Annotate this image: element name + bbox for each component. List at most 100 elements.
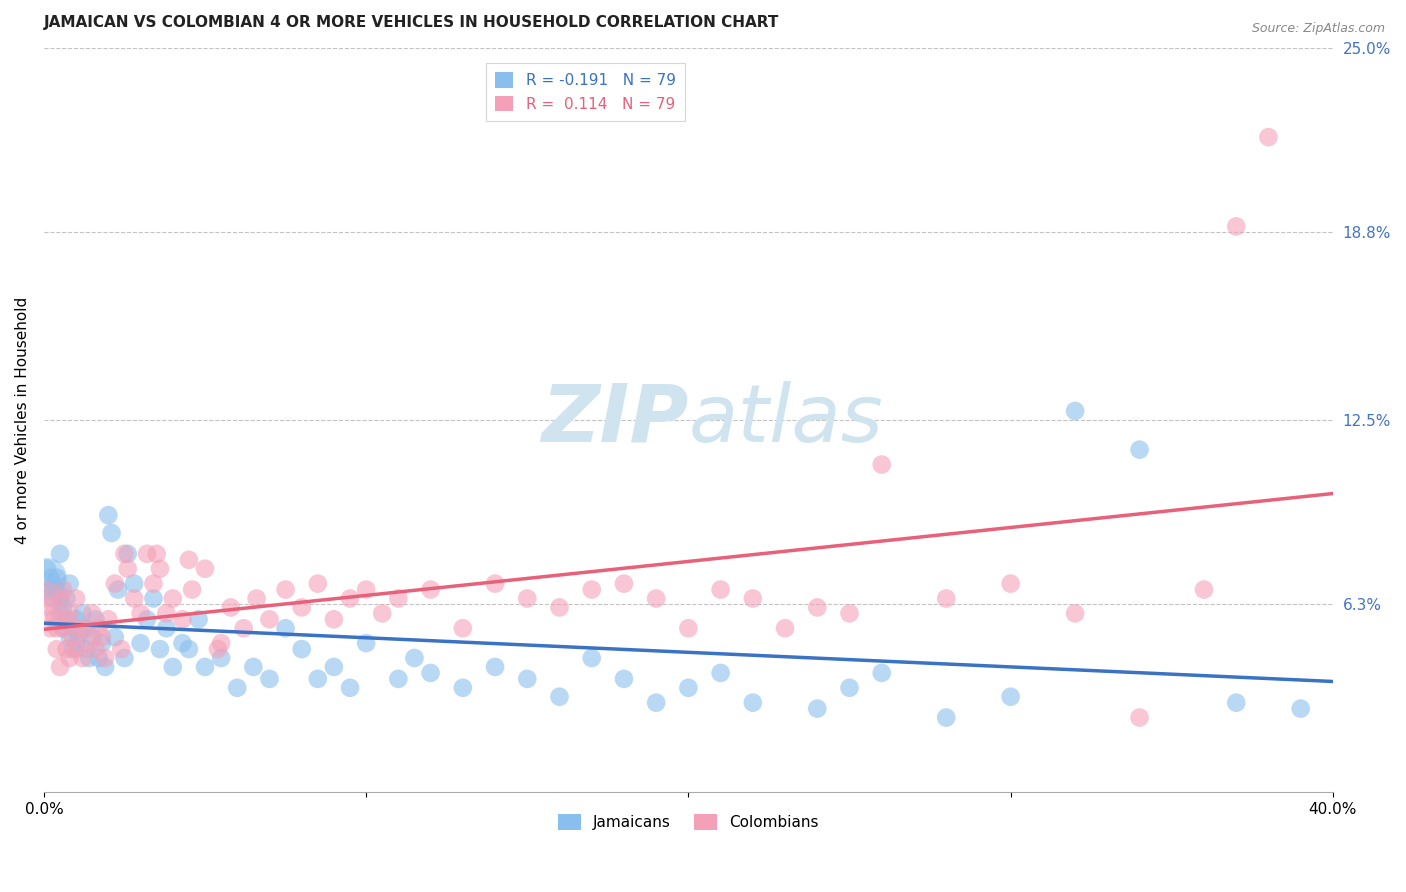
Jamaicans (548, 690, 571, 704)
Jamaicans (274, 621, 297, 635)
Colombians (371, 607, 394, 621)
Jamaicans (451, 681, 474, 695)
Colombians (548, 600, 571, 615)
Point (37, 571, 59, 585)
Text: ZIP: ZIP (541, 381, 689, 458)
Colombians (87, 621, 110, 635)
Jamaicans (613, 672, 636, 686)
Colombians (1257, 130, 1279, 145)
Jamaicans (77, 651, 100, 665)
Jamaicans (1225, 696, 1247, 710)
Colombians (451, 621, 474, 635)
Text: Source: ZipAtlas.com: Source: ZipAtlas.com (1251, 22, 1385, 36)
Jamaicans (42, 591, 65, 606)
Colombians (114, 547, 136, 561)
Jamaicans (49, 547, 72, 561)
Colombians (259, 612, 281, 626)
Colombians (52, 621, 75, 635)
Jamaicans (52, 621, 75, 635)
Jamaicans (37, 562, 59, 576)
Colombians (67, 621, 90, 635)
Colombians (155, 607, 177, 621)
Jamaicans (387, 672, 409, 686)
Colombians (207, 642, 229, 657)
Jamaicans (142, 591, 165, 606)
Colombians (1128, 710, 1150, 724)
Colombians (122, 591, 145, 606)
Colombians (75, 621, 97, 635)
Jamaicans (59, 630, 82, 644)
Colombians (39, 621, 62, 635)
Jamaicans (645, 696, 668, 710)
Colombians (59, 651, 82, 665)
Colombians (219, 600, 242, 615)
Colombians (354, 582, 377, 597)
Jamaicans (187, 612, 209, 626)
Colombians (110, 642, 132, 657)
Jamaicans (209, 651, 232, 665)
Jamaicans (65, 612, 87, 626)
Jamaicans (65, 636, 87, 650)
Colombians (935, 591, 957, 606)
Jamaicans (838, 681, 860, 695)
Colombians (838, 607, 860, 621)
Colombians (162, 591, 184, 606)
Jamaicans (75, 621, 97, 635)
Colombians (1192, 582, 1215, 597)
Colombians (72, 651, 94, 665)
Jamaicans (117, 547, 139, 561)
Jamaicans (291, 642, 314, 657)
Jamaicans (59, 576, 82, 591)
Jamaicans (484, 660, 506, 674)
Colombians (62, 630, 84, 644)
Text: JAMAICAN VS COLOMBIAN 4 OR MORE VEHICLES IN HOUSEHOLD CORRELATION CHART: JAMAICAN VS COLOMBIAN 4 OR MORE VEHICLES… (44, 15, 779, 30)
Jamaicans (307, 672, 329, 686)
Colombians (45, 642, 67, 657)
Jamaicans (114, 651, 136, 665)
Colombians (37, 591, 59, 606)
Colombians (94, 651, 117, 665)
Colombians (59, 607, 82, 621)
Colombians (773, 621, 796, 635)
Jamaicans (516, 672, 538, 686)
Colombians (149, 562, 172, 576)
Jamaicans (581, 651, 603, 665)
Jamaicans (710, 665, 733, 680)
Colombians (419, 582, 441, 597)
Jamaicans (155, 621, 177, 635)
Jamaicans (52, 600, 75, 615)
Jamaicans (39, 582, 62, 597)
Colombians (65, 642, 87, 657)
Colombians (339, 591, 361, 606)
Jamaicans (75, 642, 97, 657)
Jamaicans (49, 591, 72, 606)
Jamaicans (1128, 442, 1150, 457)
Jamaicans (55, 591, 77, 606)
Jamaicans (94, 660, 117, 674)
Colombians (97, 612, 120, 626)
Point (37, 591, 59, 606)
Jamaicans (162, 660, 184, 674)
Jamaicans (122, 576, 145, 591)
Colombians (136, 547, 159, 561)
Jamaicans (72, 607, 94, 621)
Colombians (45, 621, 67, 635)
Colombians (77, 636, 100, 650)
Colombians (55, 642, 77, 657)
Colombians (307, 576, 329, 591)
Jamaicans (97, 508, 120, 523)
Colombians (177, 553, 200, 567)
Colombians (82, 607, 104, 621)
Colombians (870, 458, 893, 472)
Jamaicans (172, 636, 194, 650)
Colombians (209, 636, 232, 650)
Colombians (172, 612, 194, 626)
Colombians (84, 642, 107, 657)
Jamaicans (104, 630, 127, 644)
Colombians (710, 582, 733, 597)
Colombians (42, 612, 65, 626)
Jamaicans (741, 696, 763, 710)
Jamaicans (49, 607, 72, 621)
Colombians (613, 576, 636, 591)
Colombians (181, 582, 204, 597)
